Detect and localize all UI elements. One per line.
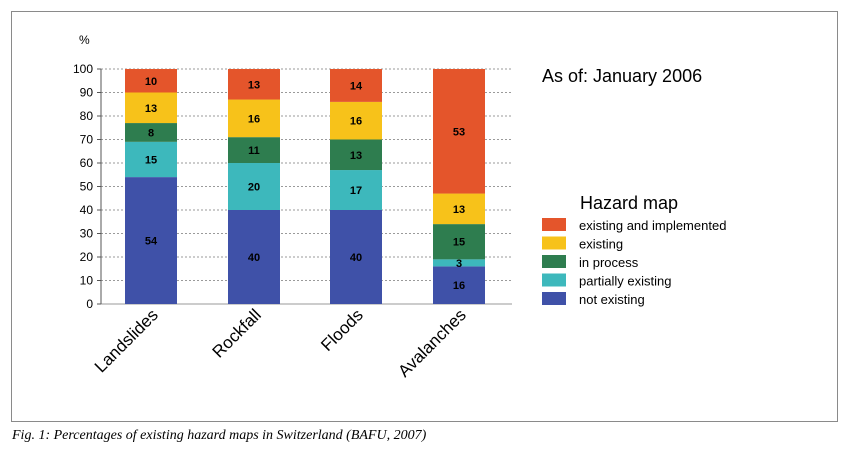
data-label-floods-partially-existing: 17	[350, 185, 362, 197]
data-label-landslides-existing-and-implemented: 10	[145, 76, 157, 88]
y-tick-label-80: 80	[80, 109, 94, 123]
data-label-avalanches-partially-existing: 3	[456, 258, 462, 270]
bar-landslides-not-existing	[125, 177, 177, 304]
bar-landslides-partially-existing	[125, 141, 177, 178]
y-tick-label-90: 90	[80, 86, 94, 100]
legend-swatch-in-process	[542, 255, 566, 268]
y-tick-label-10: 10	[80, 274, 94, 288]
y-axis-unit-label: %	[79, 33, 90, 47]
legend-swatch-partially-existing	[542, 273, 566, 287]
data-label-floods-existing-and-implemented: 14	[350, 80, 363, 92]
y-tick-label-30: 30	[80, 227, 94, 241]
bar-floods-in-process	[330, 139, 382, 171]
y-tick-label-20: 20	[80, 250, 94, 264]
bar-landslides-existing-and-implemented	[125, 69, 177, 93]
data-label-rockfall-not-existing: 40	[248, 252, 260, 264]
bar-floods-partially-existing	[330, 170, 382, 210]
bar-floods-existing-and-implemented	[330, 69, 382, 102]
bar-landslides-existing	[125, 92, 177, 124]
legend-swatch-existing	[542, 236, 566, 250]
bars	[125, 69, 485, 304]
bar-rockfall-existing-and-implemented	[228, 69, 280, 100]
legend-swatch-existing-and-implemented	[542, 218, 566, 231]
y-tick-label-70: 70	[80, 133, 94, 147]
data-label-landslides-not-existing: 54	[145, 236, 158, 248]
legend-title: Hazard map	[580, 193, 678, 213]
bar-avalanches-not-existing	[433, 266, 485, 304]
data-label-avalanches-existing: 13	[453, 204, 465, 216]
y-tick-label-60: 60	[80, 156, 94, 170]
data-label-floods-existing: 16	[350, 116, 362, 128]
legend-label-existing-and-implemented: existing and implemented	[579, 218, 726, 233]
data-label-rockfall-in-process: 11	[248, 145, 260, 157]
data-label-floods-in-process: 13	[350, 150, 362, 162]
data-label-avalanches-not-existing: 16	[453, 280, 465, 292]
bar-rockfall-partially-existing	[228, 163, 280, 210]
bar-avalanches-existing	[433, 193, 485, 225]
data-label-avalanches-existing-and-implemented: 53	[453, 126, 465, 138]
stacked-bar-chart: 54 15 8 13 10 40 20 11 16 13 40 17 13 16 14 16 3 15 13 53 0…	[73, 33, 726, 381]
bar-floods-existing	[330, 101, 382, 140]
legend: existing and implemented existing in proce…	[542, 218, 726, 307]
bar-rockfall-existing	[228, 99, 280, 138]
x-category-label-landslides: Landslides	[91, 305, 162, 376]
bar-rockfall-in-process	[228, 137, 280, 163]
data-label-floods-not-existing: 40	[350, 252, 362, 264]
y-tick-label-40: 40	[80, 203, 94, 217]
legend-label-in-process: in process	[579, 255, 639, 270]
bar-floods-not-existing	[330, 210, 382, 304]
data-label-avalanches-in-process: 15	[453, 237, 465, 249]
y-tick-label-100: 100	[73, 62, 93, 76]
data-label-landslides-partially-existing: 15	[145, 154, 157, 166]
legend-label-existing: existing	[579, 237, 623, 252]
y-tick-label-50: 50	[80, 180, 94, 194]
y-tick-label-0: 0	[86, 297, 93, 311]
x-axis-categories: Landslides Rockfall Floods Avalanches	[91, 305, 470, 380]
data-label-landslides-existing: 13	[145, 103, 157, 115]
data-label-rockfall-existing: 16	[248, 113, 260, 125]
legend-label-partially-existing: partially existing	[579, 274, 672, 289]
bar-rockfall-not-existing	[228, 210, 280, 304]
as-of-note: As of: January 2006	[542, 66, 702, 86]
x-category-label-rockfall: Rockfall	[209, 305, 265, 361]
y-axis: 0 10 20 30 40 50 60 70 80 90 100	[73, 62, 102, 311]
segment-labels: 54 15 8 13 10 40 20 11 16 13 40 17 13 16 14 16 3 15 13 53	[145, 76, 465, 292]
x-category-label-avalanches: Avalanches	[394, 305, 469, 380]
legend-label-not-existing: not existing	[579, 292, 645, 307]
bar-avalanches-existing-and-implemented	[433, 69, 485, 194]
bar-avalanches-in-process	[433, 224, 485, 260]
data-label-rockfall-existing-and-implemented: 13	[248, 79, 260, 91]
legend-swatch-not-existing	[542, 292, 566, 305]
bar-landslides-in-process	[125, 123, 177, 142]
bar-avalanches-partially-existing	[433, 259, 485, 267]
figure-caption: Fig. 1: Percentages of existing hazard m…	[12, 428, 427, 443]
data-label-landslides-in-process: 8	[148, 127, 154, 139]
data-label-rockfall-partially-existing: 20	[248, 182, 260, 194]
x-category-label-floods: Floods	[317, 305, 367, 355]
